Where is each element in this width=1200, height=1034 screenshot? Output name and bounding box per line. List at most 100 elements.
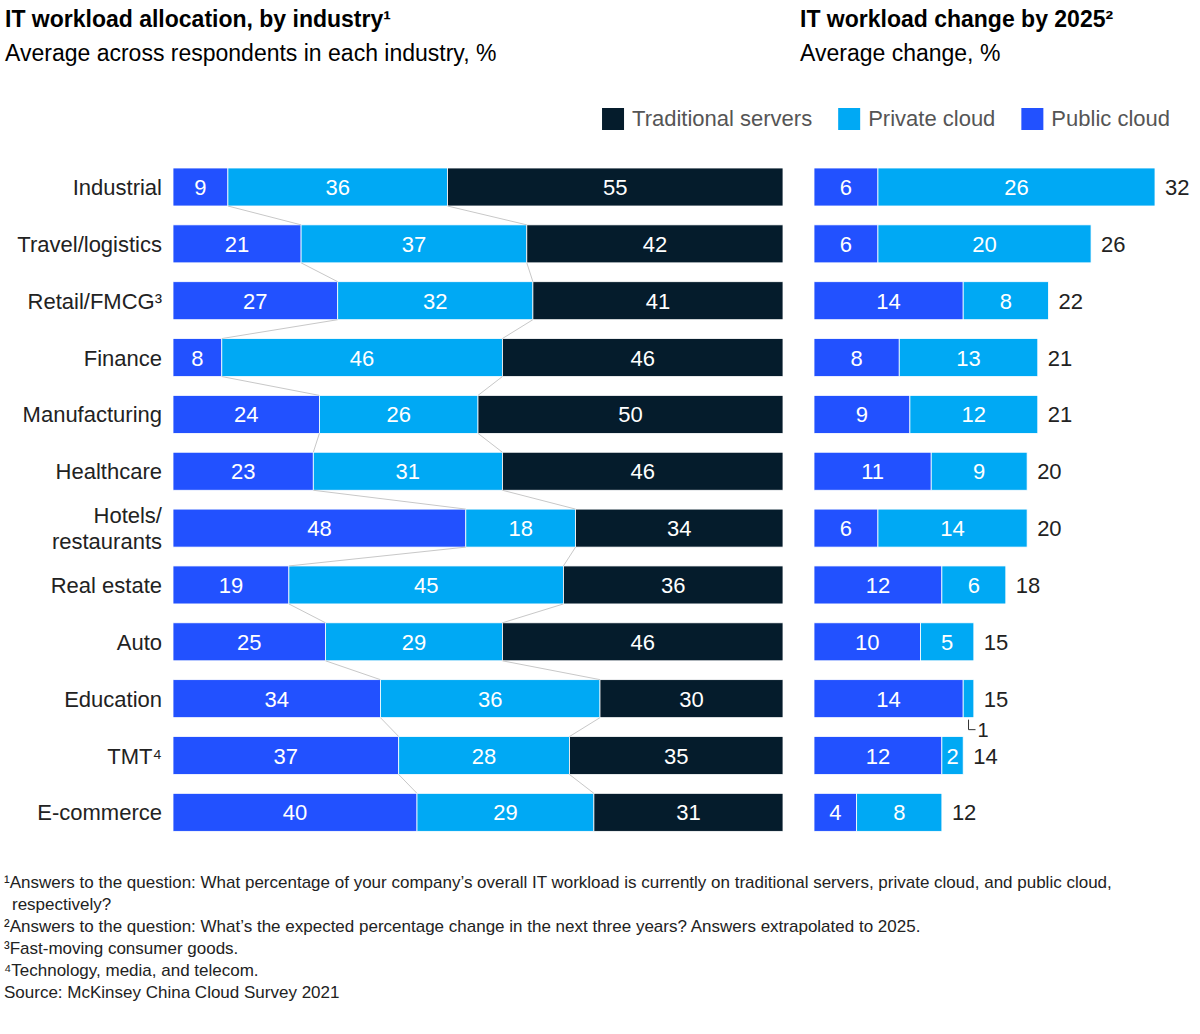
bar-segment	[600, 680, 783, 718]
footnote: ¹Answers to the question: What percentag…	[4, 872, 1194, 916]
chart-subtitle: Average across respondents in each indus…	[5, 40, 496, 66]
chart-root: IT workload allocation, by industry¹Aver…	[0, 0, 1200, 870]
data-label: 6	[840, 232, 852, 257]
connector	[399, 775, 417, 794]
legend-swatch	[838, 108, 860, 130]
bar-segment	[814, 452, 931, 490]
bar-segment	[173, 339, 222, 377]
legend: Public cloudPrivate cloudTraditional ser…	[602, 106, 1170, 131]
bar-segment	[963, 282, 1048, 320]
data-label: 4	[829, 800, 841, 825]
data-label: 48	[307, 516, 331, 541]
total-label: 15	[984, 630, 1008, 655]
connector	[228, 206, 301, 225]
category-label: Retail/FMCG³	[28, 289, 162, 314]
total-label: 21	[1048, 346, 1072, 371]
category-label: Auto	[117, 630, 162, 655]
bar-segment	[448, 168, 784, 206]
label-leader	[969, 720, 976, 730]
data-label: 28	[472, 744, 496, 769]
connector	[570, 718, 601, 737]
footnote: Source: McKinsey China Cloud Survey 2021	[4, 982, 1194, 1004]
bar-segment	[466, 509, 576, 547]
total-label: 20	[1037, 516, 1061, 541]
data-label: 8	[851, 346, 863, 371]
data-label: 12	[866, 744, 890, 769]
data-label: 11	[861, 459, 884, 484]
category-label: Travel/logistics	[17, 232, 162, 257]
data-label: 46	[630, 630, 654, 655]
category-label: Hotels/restaurants	[52, 503, 163, 554]
connector	[326, 661, 381, 680]
connector	[478, 433, 502, 452]
bar-segment	[338, 282, 533, 320]
category-label: Finance	[84, 346, 162, 371]
data-label: 9	[194, 175, 206, 200]
total-label: 18	[1016, 573, 1040, 598]
bars	[814, 168, 1155, 831]
data-label: 19	[219, 573, 243, 598]
data-label: 2	[946, 744, 958, 769]
data-label: 37	[274, 744, 298, 769]
bar-segment	[814, 395, 910, 433]
footnote: ²Answers to the question: What’s the exp…	[4, 916, 1194, 938]
bar-segment	[814, 339, 899, 377]
data-label: 35	[664, 744, 688, 769]
bar-segment	[173, 566, 289, 604]
data-label: 14	[876, 687, 900, 712]
connector	[502, 604, 563, 623]
connector	[289, 604, 326, 623]
bar-segment	[502, 339, 783, 377]
category-label: E-commerce	[37, 800, 162, 825]
bar-segment	[942, 737, 963, 775]
bar-segment	[173, 168, 228, 206]
bar-segment	[222, 339, 503, 377]
data-label: 9	[973, 459, 985, 484]
data-label: 8	[191, 346, 203, 371]
connector	[380, 718, 398, 737]
data-label: 55	[603, 175, 627, 200]
data-label: 25	[237, 630, 261, 655]
bar-segment	[563, 566, 783, 604]
data-label: 12	[866, 573, 890, 598]
bar-segment	[173, 623, 326, 661]
data-label: 46	[630, 459, 654, 484]
bar-segment	[527, 225, 783, 263]
connector	[313, 433, 319, 452]
bar-segment	[399, 737, 570, 775]
chart-subtitle: Average change, %	[800, 40, 1000, 66]
data-label: 36	[661, 573, 685, 598]
data-label: 27	[243, 289, 267, 314]
data-label: 46	[350, 346, 374, 371]
total-label: 12	[952, 800, 976, 825]
bar-segment	[921, 623, 974, 661]
bar-segment	[228, 168, 448, 206]
bar-segment	[173, 509, 466, 547]
data-label: 5	[941, 630, 953, 655]
bar-segment	[173, 452, 313, 490]
bar-segment	[326, 623, 503, 661]
data-label: 18	[508, 516, 532, 541]
bar-segment	[814, 282, 963, 320]
bar-segment	[814, 566, 942, 604]
category-label: Manufacturing	[23, 402, 162, 427]
data-label: 29	[402, 630, 426, 655]
bar-segment	[814, 509, 878, 547]
bar-segment	[878, 509, 1027, 547]
total-label: 20	[1037, 459, 1061, 484]
data-label: 42	[643, 232, 667, 257]
data-label: 31	[396, 459, 420, 484]
bar-segment	[594, 793, 783, 831]
category-label: Healthcare	[56, 459, 162, 484]
data-label: 20	[972, 232, 996, 257]
bar-segment	[899, 339, 1038, 377]
data-label: 9	[856, 402, 868, 427]
data-label: 45	[414, 573, 438, 598]
bar-segment	[417, 793, 594, 831]
bars	[173, 168, 783, 831]
data-label: 50	[618, 402, 642, 427]
data-label: 14	[940, 516, 964, 541]
bar-segment	[963, 680, 974, 718]
bar-segment	[814, 737, 942, 775]
bar-segment	[173, 282, 338, 320]
